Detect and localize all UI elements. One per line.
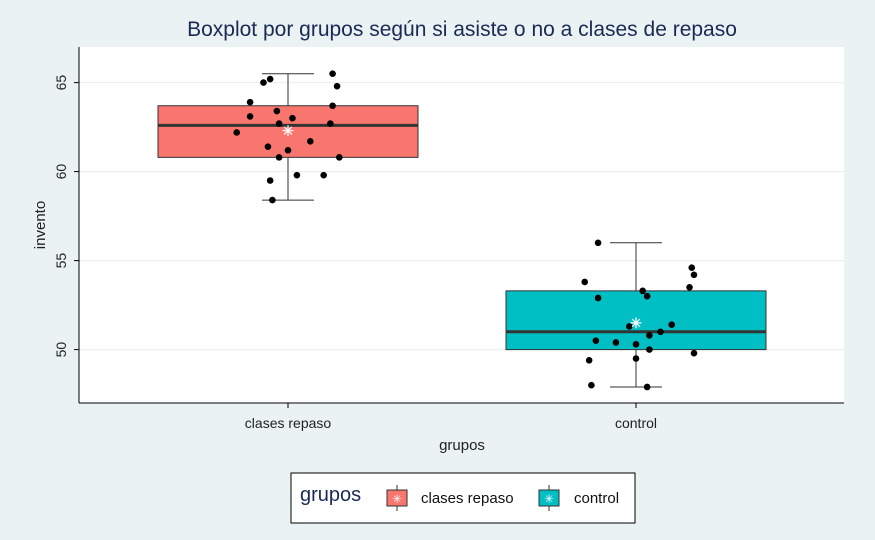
data-point-clases-repaso-8 [276,120,283,127]
data-point-control-7 [626,323,633,330]
data-point-control-0 [581,279,588,286]
data-point-clases-repaso-18 [334,83,341,90]
data-point-control-4 [595,295,602,302]
data-point-control-19 [691,272,698,279]
data-point-control-5 [595,240,602,247]
data-point-control-18 [688,264,695,271]
data-point-control-10 [639,288,646,295]
mean-marker-clases-repaso [283,125,294,136]
y-tick-label-50: 50 [53,342,69,358]
legend-label-control: control [574,490,619,507]
data-point-control-1 [586,357,593,364]
data-point-clases-repaso-20 [269,197,276,204]
legend-label-clases-repaso: clases repaso [421,490,514,507]
data-point-clases-repaso-12 [294,172,301,179]
data-point-clases-repaso-15 [327,120,334,127]
data-point-clases-repaso-17 [329,70,336,77]
legend-key-mean-marker: ✳ [392,492,402,506]
data-point-clases-repaso-4 [267,76,274,83]
data-point-control-17 [686,284,693,291]
legend: grupos ✳ clases repaso ✳ control [291,473,635,523]
data-point-clases-repaso-13 [307,138,314,145]
data-point-control-11 [644,293,651,300]
data-point-clases-repaso-14 [320,172,327,179]
data-point-control-3 [593,337,600,344]
data-point-control-9 [633,341,640,348]
legend-title: grupos [300,484,361,506]
data-point-control-12 [644,384,651,391]
x-tick-label-1: control [615,415,657,431]
data-point-clases-repaso-19 [336,154,343,161]
data-point-clases-repaso-6 [267,177,274,184]
data-point-clases-repaso-9 [276,154,283,161]
data-point-clases-repaso-2 [247,99,254,106]
data-point-control-2 [588,382,595,389]
y-tick-label-65: 65 [53,75,69,91]
x-axis-title: grupos [439,437,485,454]
data-point-control-15 [657,329,664,336]
data-point-control-16 [668,321,675,328]
data-point-clases-repaso-5 [265,143,272,150]
data-point-clases-repaso-16 [329,102,336,109]
y-axis-ticks: 50 55 60 65 [53,75,79,358]
data-point-clases-repaso-0 [233,129,240,136]
data-point-clases-repaso-10 [285,147,292,154]
mean-marker-control [631,317,642,328]
data-point-clases-repaso-1 [247,113,254,120]
y-tick-label-60: 60 [53,164,69,180]
data-point-control-20 [691,350,698,357]
y-axis-title: invento [32,201,49,249]
data-point-control-6 [613,339,620,346]
chart-title: Boxplot por grupos según si asiste o no … [187,18,737,41]
legend-key-mean-marker: ✳ [544,492,554,506]
data-point-clases-repaso-11 [289,115,296,122]
data-point-control-14 [646,346,653,353]
y-tick-label-55: 55 [53,253,69,269]
data-point-control-13 [646,332,653,339]
data-point-control-8 [633,355,640,362]
x-tick-label-0: clases repaso [245,415,332,431]
data-point-clases-repaso-7 [274,108,281,115]
data-point-clases-repaso-3 [260,79,267,86]
x-axis-ticks: clases repaso control [245,403,657,431]
